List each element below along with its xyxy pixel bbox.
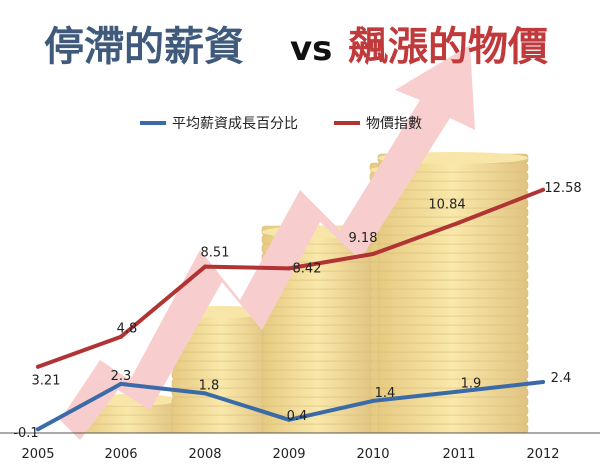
coin-icon [261, 360, 375, 371]
coin-icon [261, 297, 375, 308]
data-point [371, 398, 375, 403]
coin-icon [377, 279, 529, 290]
coin-icon [261, 324, 375, 335]
data-label: 12.58 [544, 181, 581, 196]
coin-icon [377, 333, 529, 344]
data-label: 8.42 [293, 261, 322, 276]
coin-icon [171, 369, 273, 380]
coin-icon [377, 423, 529, 434]
data-point [119, 381, 123, 386]
title-right: 飆漲的物價 [348, 24, 548, 70]
data-point [371, 252, 375, 257]
data-point [541, 187, 545, 192]
coin-icon [377, 297, 529, 308]
x-tick-label: 2009 [272, 447, 305, 462]
coin-icon [377, 405, 529, 416]
coin-icon [171, 342, 273, 353]
data-point [287, 266, 291, 271]
coin-icon [261, 423, 375, 434]
data-label: 4.8 [117, 322, 138, 337]
coin-icon [261, 333, 375, 344]
coin-icon [261, 378, 375, 389]
title-left: 停滯的薪資 [44, 24, 244, 70]
legend-label-wage: 平均薪資成長百分比 [172, 116, 298, 132]
coin-icon [261, 369, 375, 380]
coin-icon [377, 306, 529, 317]
coin-icon [377, 414, 529, 425]
coin-icon [377, 270, 529, 281]
legend: 平均薪資成長百分比 物價指數 [140, 115, 422, 132]
background-illustration [60, 45, 529, 440]
coin-icon [377, 360, 529, 371]
coin-icon [171, 360, 273, 371]
coin-icon [377, 342, 529, 353]
data-label: 9.18 [349, 231, 378, 246]
coin-icon [377, 225, 529, 236]
x-tick-label: 2008 [188, 447, 221, 462]
coin-icon [261, 342, 375, 353]
data-label: 1.8 [199, 378, 220, 393]
coin-icon [377, 261, 529, 272]
coin-icon [77, 423, 179, 434]
data-point [541, 380, 545, 385]
x-tick-label: 2010 [356, 447, 389, 462]
title-vs: vs [290, 29, 332, 69]
data-point [203, 264, 207, 269]
data-label: 0.4 [287, 409, 308, 424]
data-label: 8.51 [201, 246, 230, 261]
arrow-up-icon [60, 45, 475, 440]
coin-icon [377, 252, 529, 263]
coin-icon [377, 288, 529, 299]
data-point [36, 427, 40, 432]
data-point [457, 389, 461, 394]
coin-icon [377, 369, 529, 380]
x-tick-label: 2012 [526, 447, 559, 462]
data-point [287, 417, 291, 422]
data-label: -0.1 [13, 426, 38, 441]
page-title: 停滯的薪資 vs 飆漲的物價 [44, 24, 548, 70]
data-label: 10.84 [428, 198, 465, 213]
coin-icon [261, 387, 375, 398]
x-tick-label: 2011 [442, 447, 475, 462]
coin-icon [377, 315, 529, 326]
data-label: 1.4 [375, 386, 396, 401]
coin-icon [377, 351, 529, 362]
coin-icon [261, 306, 375, 317]
x-tick-label: 2005 [21, 447, 54, 462]
coin-icon [261, 315, 375, 326]
coin-icon [171, 351, 273, 362]
data-point [36, 364, 40, 369]
series-group: -0.1 2.3 1.8 0.4 1.4 1.9 2.4 3.21 4.8 8.51 8.42 9.1… [13, 181, 581, 441]
data-point [119, 334, 123, 339]
data-point [457, 220, 461, 225]
x-axis-ticks: 2005 2006 2008 2009 2010 2011 2012 [21, 447, 559, 462]
data-label: 3.21 [32, 374, 61, 389]
coin-icon [261, 351, 375, 362]
data-label: 2.3 [111, 369, 132, 384]
coin-icon [171, 378, 273, 389]
data-label: 1.9 [461, 376, 482, 391]
data-point [203, 391, 207, 396]
coin-icon [377, 324, 529, 335]
legend-label-price: 物價指數 [366, 115, 422, 132]
coin-icon [171, 414, 273, 425]
data-label: 2.4 [551, 371, 572, 386]
coin-icon [171, 423, 273, 434]
x-tick-label: 2006 [104, 447, 137, 462]
